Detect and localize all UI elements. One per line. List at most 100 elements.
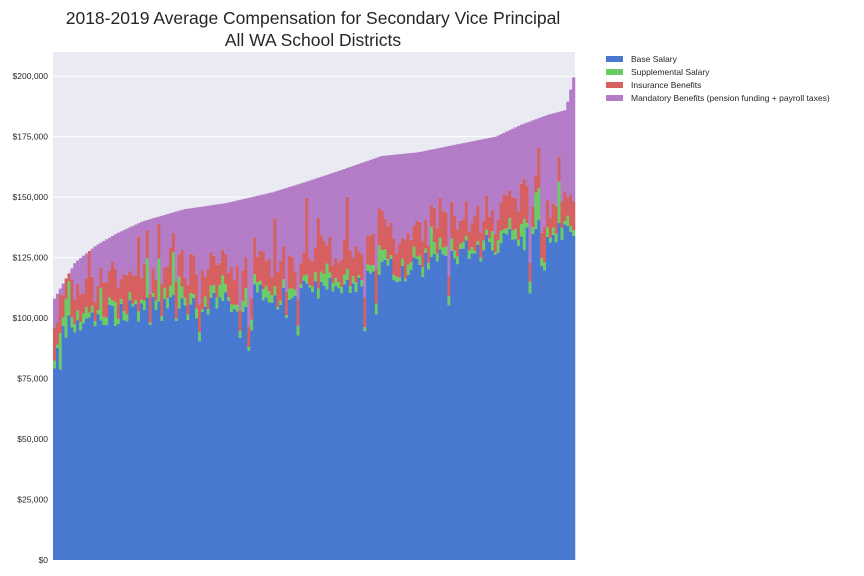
- bar-segment: [435, 227, 439, 254]
- bar-segment: [406, 232, 410, 265]
- bar-segment: [145, 258, 149, 298]
- bar-segment: [241, 270, 245, 301]
- bar-segment: [203, 306, 207, 560]
- bar-segment: [412, 257, 416, 560]
- bar-segment: [551, 227, 555, 236]
- bar-segment: [186, 208, 190, 285]
- bar-segment: [392, 154, 396, 239]
- bar-segment: [174, 211, 178, 282]
- bar-segment: [325, 289, 329, 560]
- bar-segment: [372, 265, 376, 272]
- bar-segment: [79, 294, 83, 323]
- bar-segment: [505, 234, 509, 560]
- bar-segment: [311, 261, 315, 287]
- bar-segment: [351, 283, 355, 560]
- bar-segment: [105, 282, 109, 318]
- bar-segment: [476, 244, 480, 560]
- bar-segment: [543, 226, 547, 263]
- bar-segment: [232, 304, 236, 310]
- bar-segment: [551, 235, 555, 560]
- bar-segment: [551, 113, 555, 204]
- bar-segment: [137, 236, 141, 312]
- bar-segment: [113, 325, 118, 560]
- bars: [53, 77, 576, 561]
- bar-segment: [160, 316, 164, 321]
- bar-segment: [125, 321, 129, 560]
- bar-segment: [163, 267, 167, 288]
- bar-segment: [160, 284, 164, 317]
- bar-segment: [250, 197, 254, 298]
- bar-segment: [73, 299, 77, 325]
- bar-segment: [163, 298, 167, 560]
- bar-segment: [334, 285, 338, 560]
- bar-segment: [96, 244, 100, 287]
- bar-segment: [403, 278, 408, 282]
- bar-segment: [406, 274, 410, 560]
- bar-segment: [415, 152, 419, 221]
- bar-segment: [119, 231, 123, 279]
- bar-segment: [76, 260, 80, 285]
- bar-segment: [113, 234, 118, 270]
- bar-segment: [116, 287, 120, 319]
- bar-segment: [96, 314, 100, 560]
- bar-segment: [488, 137, 492, 218]
- bar-segment: [189, 253, 193, 293]
- bar-segment: [108, 304, 112, 560]
- bar-segment: [531, 233, 535, 561]
- bar-segment: [250, 330, 254, 560]
- bar-segment: [87, 312, 91, 318]
- bar-segment: [169, 213, 173, 248]
- bar-segment: [116, 323, 120, 560]
- bar-segment: [514, 197, 518, 229]
- bar-segment: [479, 261, 483, 560]
- bar-segment: [177, 210, 181, 255]
- bar-segment: [490, 137, 495, 211]
- bar-segment: [496, 252, 500, 560]
- bar-segment: [290, 298, 294, 560]
- bar-segment: [319, 271, 323, 282]
- bar-segment: [67, 273, 71, 282]
- bar-segment: [84, 278, 89, 307]
- bar-segment: [137, 223, 141, 237]
- bar-segment: [348, 292, 352, 560]
- bar-segment: [322, 241, 326, 275]
- bar-segment: [424, 219, 428, 249]
- bar-segment: [389, 255, 393, 259]
- bar-segment: [70, 279, 74, 318]
- bar-segment: [235, 311, 239, 560]
- bar-segment: [528, 121, 532, 263]
- bar-segment: [287, 255, 292, 289]
- bar-segment: [102, 241, 106, 283]
- bar-segment: [160, 320, 164, 560]
- bar-segment: [305, 181, 309, 198]
- bar-segment: [386, 259, 390, 266]
- bar-segment: [61, 283, 65, 296]
- bar-segment: [438, 249, 442, 560]
- bar-segment: [198, 304, 202, 333]
- bar-segment: [195, 274, 199, 309]
- bar-segment: [456, 229, 460, 257]
- bar-segment: [432, 253, 437, 561]
- bar-segment: [224, 203, 228, 254]
- bar-segment: [566, 101, 570, 198]
- bar-segment: [285, 187, 289, 292]
- bar-segment: [461, 241, 466, 249]
- bar-segment: [99, 320, 103, 560]
- bar-segment: [450, 250, 454, 560]
- bar-segment: [369, 265, 373, 274]
- bar-segment: [476, 140, 480, 206]
- bar-segment: [337, 282, 341, 289]
- bar-segment: [554, 242, 558, 560]
- bar-segment: [122, 310, 126, 321]
- bar-segment: [435, 261, 439, 560]
- bar-segment: [209, 252, 213, 286]
- bar-segment: [209, 285, 213, 298]
- bar-segment: [258, 250, 263, 281]
- bar-segment: [131, 225, 135, 276]
- bar-segment: [525, 122, 529, 186]
- bar-segment: [369, 235, 373, 266]
- chart-title: 2018-2019 Average Compensation for Secon…: [66, 8, 561, 28]
- bar-segment: [82, 255, 86, 294]
- bar-segment: [209, 205, 213, 253]
- bar-segment: [253, 237, 257, 275]
